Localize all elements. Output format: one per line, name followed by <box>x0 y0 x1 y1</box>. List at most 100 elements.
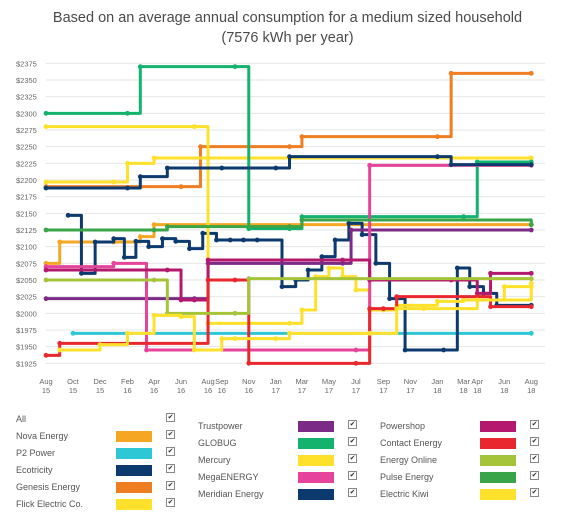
legend-checkbox[interactable]: ✔ <box>530 488 539 497</box>
legend-checkbox[interactable]: ✔ <box>166 447 175 456</box>
data-point <box>435 134 440 140</box>
legend-checkbox[interactable]: ✔ <box>530 420 539 429</box>
legend-checkbox[interactable]: ✔ <box>166 481 175 490</box>
legend-item[interactable]: Powershop ✔ <box>380 420 545 434</box>
series-mercury <box>43 124 534 326</box>
data-point <box>191 347 197 353</box>
data-point <box>299 214 305 220</box>
legend-checkbox[interactable]: ✔ <box>530 437 539 446</box>
data-point <box>200 230 206 236</box>
y-tick-label: $1950 <box>16 343 37 352</box>
legend-item[interactable]: All ✔ <box>16 413 181 427</box>
series-megaenergy <box>43 162 534 353</box>
data-point <box>178 314 184 320</box>
data-point <box>65 212 71 218</box>
data-point <box>528 162 534 168</box>
legend-item[interactable]: Flick Electric Co. ✔ <box>16 498 181 512</box>
x-tick-label: 16 <box>123 386 131 395</box>
x-tick-label: 17 <box>325 386 333 395</box>
legend-label: Electric Kiwi <box>380 489 429 499</box>
x-tick-label: Nov <box>404 377 418 386</box>
legend-swatch <box>116 431 152 442</box>
legend-item[interactable]: Electric Kiwi ✔ <box>380 488 545 502</box>
data-point <box>421 306 427 312</box>
legend-checkbox[interactable]: ✔ <box>166 413 175 422</box>
legend-label: Energy Online <box>380 455 438 465</box>
data-point <box>528 222 534 228</box>
data-point <box>474 294 480 300</box>
data-point <box>43 227 49 233</box>
legend-item[interactable]: P2 Power ✔ <box>16 447 181 461</box>
data-point <box>287 224 292 230</box>
legend-label: Nova Energy <box>16 431 69 441</box>
legend-item[interactable]: MegaENERGY ✔ <box>198 471 363 485</box>
x-tick-label: May <box>322 377 336 386</box>
legend-checkbox[interactable]: ✔ <box>348 471 357 480</box>
legend-checkbox[interactable]: ✔ <box>166 498 175 507</box>
data-point <box>232 336 238 342</box>
x-tick-label: 18 <box>473 386 481 395</box>
legend-item[interactable]: Ecotricity ✔ <box>16 464 181 478</box>
legend-checkbox[interactable]: ✔ <box>530 471 539 480</box>
y-tick-label: $2250 <box>16 143 37 152</box>
legend-label: GLOBUG <box>198 438 237 448</box>
data-point <box>219 165 225 171</box>
legend-item[interactable]: Trustpower ✔ <box>198 420 363 434</box>
data-point <box>43 352 49 358</box>
data-point <box>353 287 359 293</box>
data-point <box>205 277 211 283</box>
data-point <box>467 284 473 290</box>
legend-item[interactable]: Energy Online ✔ <box>380 454 545 468</box>
data-point <box>125 160 130 166</box>
legend-checkbox[interactable]: ✔ <box>166 430 175 439</box>
data-point <box>367 330 373 336</box>
data-point <box>241 237 246 243</box>
legend-checkbox[interactable]: ✔ <box>530 454 539 463</box>
data-point <box>219 336 225 342</box>
x-tick-label: Dec <box>93 377 107 386</box>
chart-title-line2: (7576 kWh per year) <box>221 30 354 46</box>
data-point <box>387 296 392 302</box>
y-tick-label: $2375 <box>16 59 37 68</box>
legend-item[interactable]: Pulse Energy ✔ <box>380 471 545 485</box>
data-point <box>474 297 480 303</box>
legend-item[interactable]: Contact Energy ✔ <box>380 437 545 451</box>
series-pulse-energy <box>43 217 534 233</box>
legend-item[interactable]: Nova Energy ✔ <box>16 430 181 444</box>
data-point <box>173 238 179 244</box>
data-point <box>151 312 157 318</box>
data-point <box>394 294 400 300</box>
data-point <box>528 284 534 290</box>
legend-item[interactable]: Meridian Energy ✔ <box>198 488 363 502</box>
x-tick-label: 17 <box>406 386 414 395</box>
legend-checkbox[interactable]: ✔ <box>348 454 357 463</box>
legend-label: Genesis Energy <box>16 482 81 492</box>
legend-checkbox[interactable]: ✔ <box>348 488 357 497</box>
data-point <box>57 340 63 346</box>
data-point <box>461 297 466 303</box>
legend-item[interactable]: Mercury ✔ <box>198 454 363 468</box>
x-tick-label: Jan <box>270 377 282 386</box>
data-point <box>305 267 311 273</box>
data-point <box>43 110 49 116</box>
x-tick-label: 18 <box>459 386 467 395</box>
legend-checkbox[interactable]: ✔ <box>348 437 357 446</box>
data-point <box>528 304 534 310</box>
x-tick-label: 18 <box>500 386 508 395</box>
legend-checkbox[interactable]: ✔ <box>348 420 357 429</box>
legend-swatch <box>480 438 516 449</box>
data-point <box>367 162 373 168</box>
legend-item[interactable]: GLOBUG ✔ <box>198 437 363 451</box>
y-tick-label: $2125 <box>16 226 37 235</box>
legend-swatch <box>480 472 516 483</box>
legend-checkbox[interactable]: ✔ <box>166 464 175 473</box>
y-tick-label: $2350 <box>16 76 37 85</box>
data-point <box>164 224 170 230</box>
series-flick-electric-co <box>43 155 534 185</box>
series-line <box>66 213 533 352</box>
legend-item[interactable]: Genesis Energy ✔ <box>16 481 181 495</box>
data-point <box>380 306 386 312</box>
legend-swatch <box>298 455 334 466</box>
data-point <box>367 306 373 312</box>
data-point <box>111 236 117 242</box>
